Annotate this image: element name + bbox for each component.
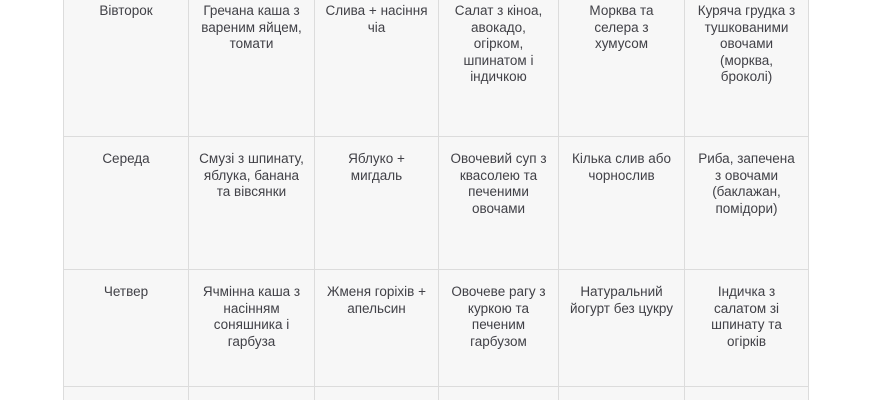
dinner-cell: Печені овочі з кіноа і курячою грудкою xyxy=(684,386,809,400)
breakfast-cell: Смузі з шпинату, яблука, банана та вівся… xyxy=(188,136,315,270)
lunch-cell: Овочеве рагу з куркою та печеним гарбузо… xyxy=(438,269,559,387)
meal-plan-table: Вівторок Гречана каша з вареним яйцем, т… xyxy=(63,0,809,400)
snack-cell: Яблуко + мигдаль xyxy=(314,136,439,270)
breakfast-cell: Гречана каша з вареним яйцем, томати xyxy=(188,0,315,137)
breakfast-cell: Ячмінна каша з насінням соняшника і гарб… xyxy=(188,269,315,387)
snack-cell: Кілька слив або чорнослив xyxy=(558,136,685,270)
snack-cell: Йогурт з ягодами xyxy=(314,386,439,400)
dinner-cell: Риба, запечена з овочами (баклажан, помі… xyxy=(684,136,809,270)
snack-cell: Слива + насіння чіа xyxy=(314,0,439,137)
table-row-tuesday: Вівторок Гречана каша з вареним яйцем, т… xyxy=(63,0,809,137)
dinner-cell: Куряча грудка з тушкованими овочами (мор… xyxy=(684,0,809,137)
table-row-wednesday: Середа Смузі з шпинату, яблука, банана т… xyxy=(63,136,809,270)
day-cell: Вівторок xyxy=(63,0,189,137)
table-row-thursday: Четвер Ячмінна каша з насінням соняшника… xyxy=(63,269,809,387)
snack-cell: Жменя горіхів + апельсин xyxy=(314,269,439,387)
day-cell: Середа xyxy=(63,136,189,270)
snack-cell: Фрукти (ківі або груша) xyxy=(558,386,685,400)
table-row-friday: П’ятниця Цільнозерновий тост з авокадо і… xyxy=(63,386,809,400)
day-cell: П’ятниця xyxy=(63,386,189,400)
breakfast-cell: Цільнозерновий тост з авокадо і насінням xyxy=(188,386,315,400)
day-cell: Четвер xyxy=(63,269,189,387)
lunch-cell: Овочевий суп з квасолею та печеними овоч… xyxy=(438,136,559,270)
lunch-cell: Овочевий суп з сочевицею і куркою xyxy=(438,386,559,400)
snack-cell: Натуральний йогурт без цукру xyxy=(558,269,685,387)
dinner-cell: Індичка з салатом зі шпинату та огірків xyxy=(684,269,809,387)
snack-cell: Морква та селера з хумусом xyxy=(558,0,685,137)
lunch-cell: Салат з кіноа, авокадо, огірком, шпинато… xyxy=(438,0,559,137)
